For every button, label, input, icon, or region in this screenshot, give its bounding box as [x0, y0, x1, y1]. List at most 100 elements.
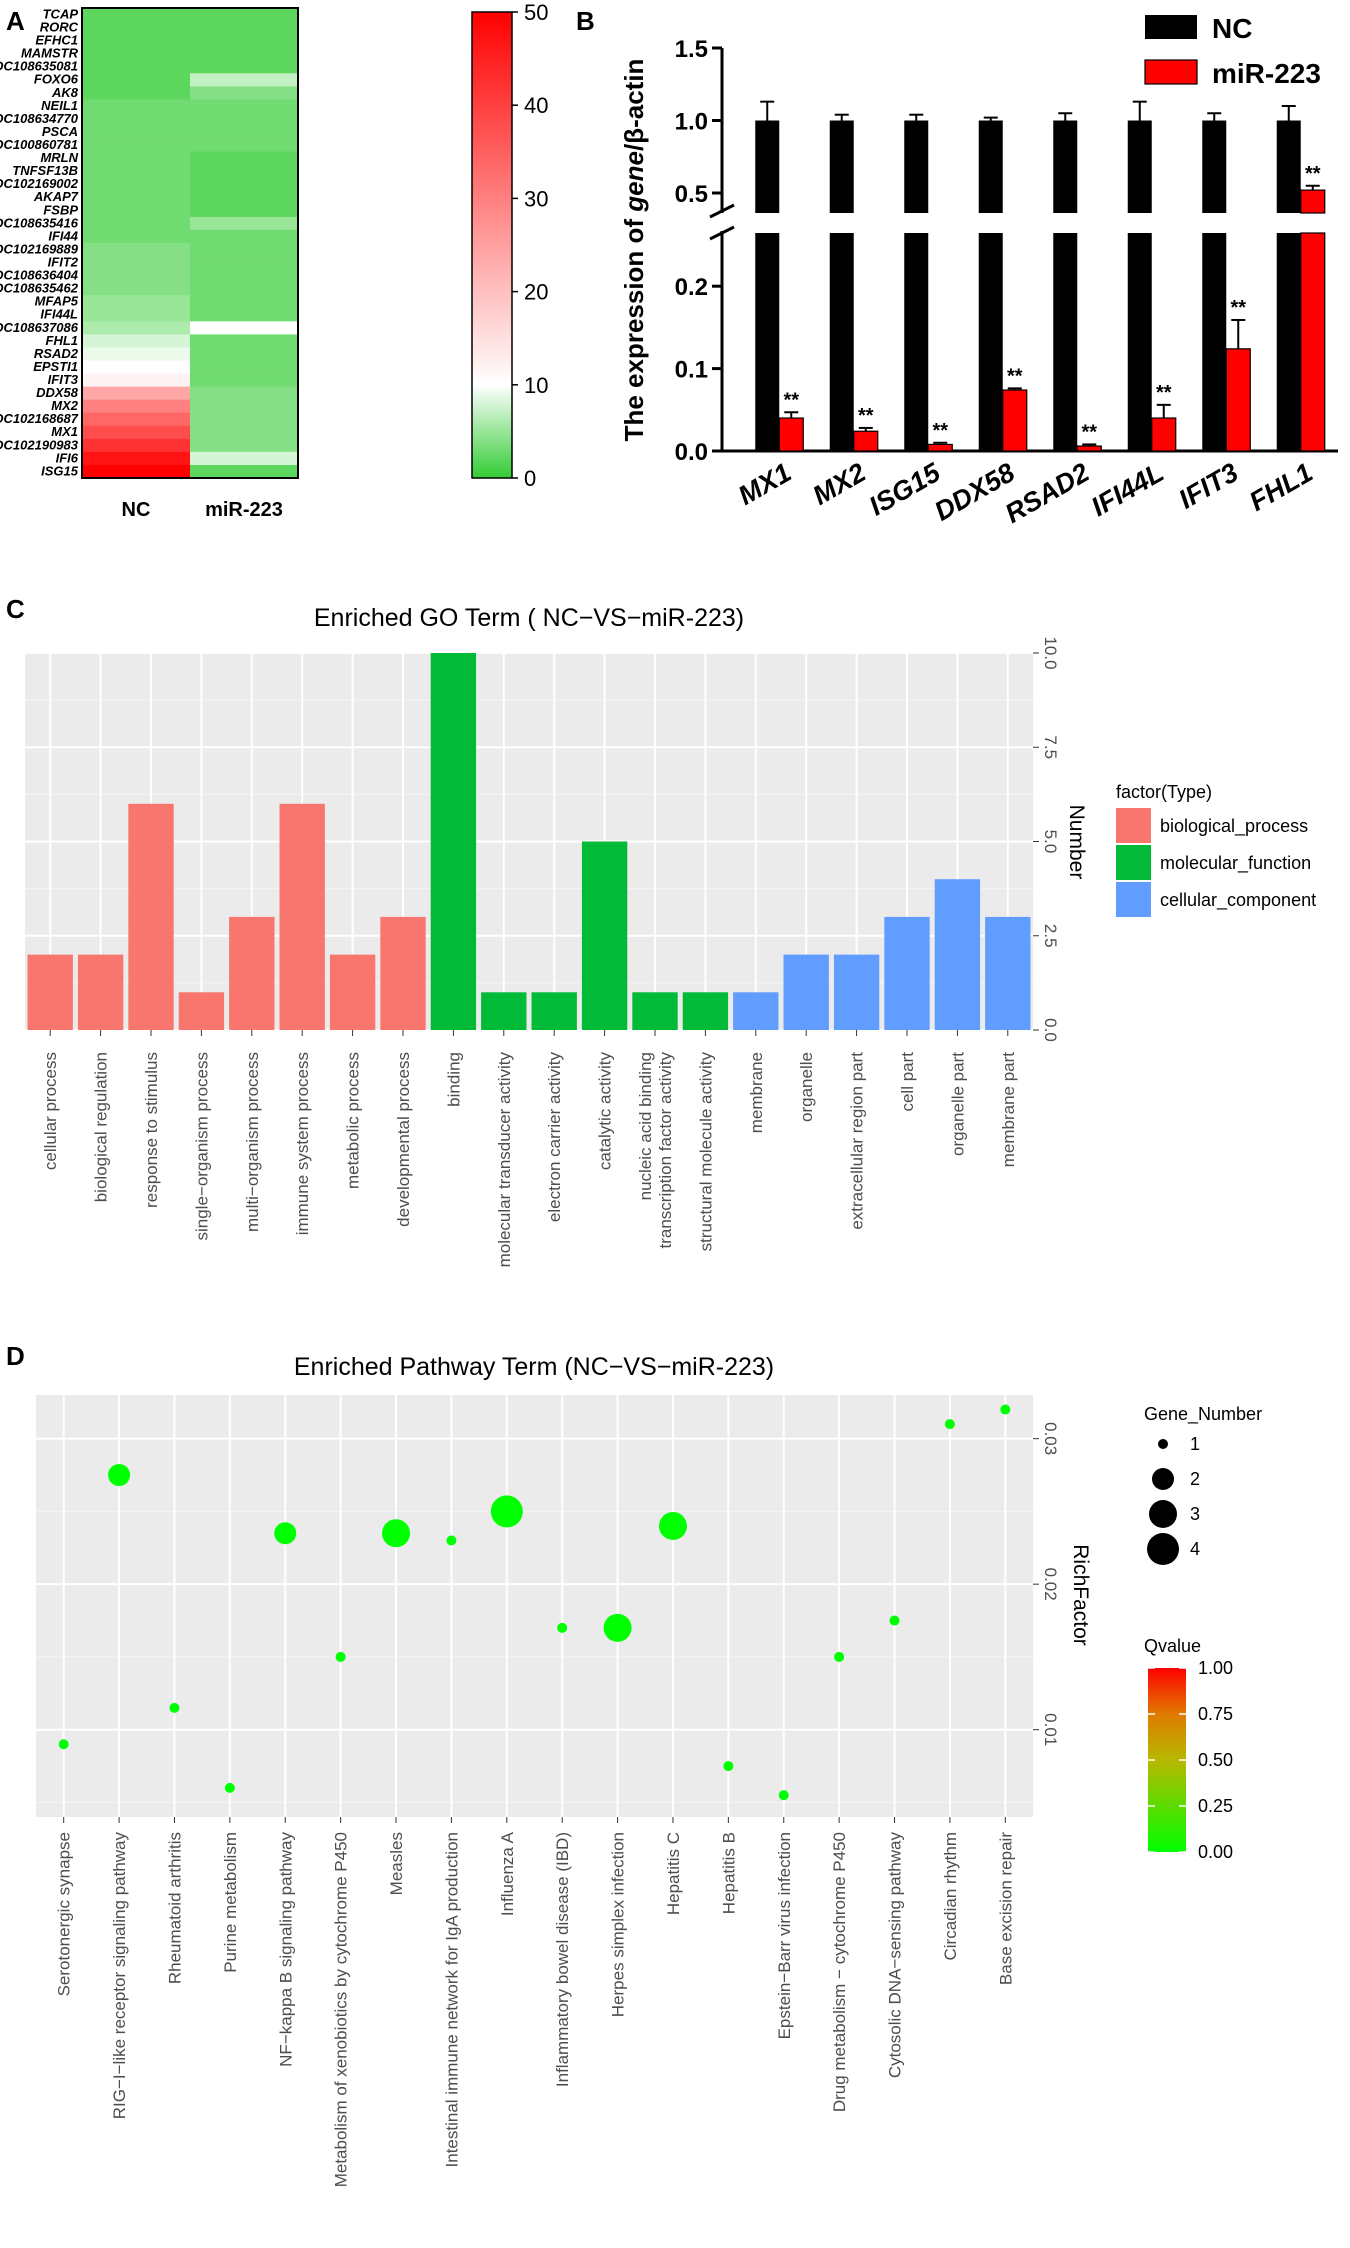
significance-label: **	[932, 420, 948, 442]
nc-bar-upper	[1053, 120, 1078, 213]
panel-letter-a: A	[6, 6, 25, 36]
heatmap-cell	[190, 229, 299, 244]
pathway-point	[382, 1519, 411, 1548]
pathway-point	[723, 1761, 734, 1772]
axis-break-mark	[709, 203, 735, 219]
x-category-label: metabolic process	[344, 1052, 363, 1189]
heatmap-cell	[82, 177, 191, 192]
go-bar	[934, 879, 981, 1030]
y-axis-title-gene: gene	[619, 151, 649, 213]
heatmap-row-label: LOC102169889	[0, 241, 79, 256]
x-category-label: response to stimulus	[142, 1052, 161, 1208]
nc-bar-lower	[904, 233, 929, 451]
x-category-label: Drug metabolism − cytochrome P450	[830, 1832, 849, 2112]
qvalue-tick-label: 0.25	[1198, 1796, 1233, 1816]
nc-bar-lower	[1127, 233, 1152, 451]
heatmap-row-label: LOC108635462	[0, 281, 79, 296]
heatmap-cell	[190, 60, 299, 74]
heatmap-cell	[82, 229, 191, 244]
x-category-label: immune system process	[293, 1052, 312, 1235]
heatmap-cell	[190, 190, 299, 205]
heatmap-row-label: EPSTI1	[33, 359, 78, 374]
nc-bar-upper	[1202, 120, 1227, 213]
mir-bar	[1002, 389, 1028, 452]
x-category-label: Cytosolic DNA−sensing pathway	[886, 1832, 905, 2079]
nc-bar-upper	[755, 120, 780, 213]
heatmap-row-label: RSAD2	[34, 346, 79, 361]
x-category-label: membrane	[747, 1052, 766, 1133]
nc-bar-lower	[829, 233, 854, 451]
y-tick-label: 0.1	[675, 357, 708, 384]
legend-label-mir: miR-223	[1212, 58, 1321, 89]
size-legend-label: 2	[1190, 1469, 1200, 1489]
legend-title: factor(Type)	[1116, 782, 1212, 802]
x-category-label: RSAD2	[1000, 457, 1094, 529]
heatmap-row-label: ISG15	[41, 463, 79, 478]
heatmap-cell	[190, 308, 299, 322]
axis-break-mark	[709, 225, 735, 241]
heatmap-cell	[190, 425, 299, 440]
x-category-label: Hepatitis C	[664, 1832, 683, 1915]
heatmap-row-label: IFI44L	[40, 307, 78, 322]
significance-label: **	[1007, 365, 1023, 387]
go-bar	[380, 916, 426, 1030]
y-tick-label: 0.0	[1041, 1018, 1060, 1042]
expression-bar-chart: 0.5 1.0 1.5 0.0 0.1 0.2 The expression of gene…	[619, 13, 1338, 529]
significance-label: **	[783, 389, 799, 411]
go-bar	[581, 841, 628, 1030]
heatmap-row-label: FOXO6	[34, 72, 79, 87]
pathway-point	[1000, 1404, 1011, 1415]
x-category-label: FHL1	[1244, 457, 1317, 517]
go-bar	[985, 916, 1031, 1030]
heatmap-row-label: MX1	[51, 424, 78, 439]
y-tick-label: 2.5	[1041, 924, 1060, 948]
x-category-label: cell part	[898, 1052, 917, 1112]
x-category-label: Hepatitis B	[719, 1832, 738, 1914]
mir-bar	[1076, 445, 1102, 452]
heatmap-cell	[190, 256, 299, 270]
nc-bar-lower	[978, 233, 1003, 451]
go-bar	[783, 954, 829, 1030]
heatmap-row-label: MX2	[51, 398, 79, 413]
go-bar	[833, 954, 880, 1030]
heatmap-cell	[190, 112, 299, 126]
mir-bar	[927, 443, 953, 452]
heatmap-cell	[82, 112, 191, 126]
x-category-label: Epstein−Barr virus infection	[775, 1832, 794, 2039]
heatmap-cell	[190, 8, 299, 22]
heatmap-cell	[190, 86, 299, 100]
heatmap-cell	[190, 373, 299, 388]
significance-label: **	[1156, 382, 1172, 404]
heatmap-cell	[82, 269, 191, 283]
y-tick-label: 0.01	[1041, 1713, 1060, 1746]
legend-label: molecular_function	[1160, 853, 1311, 874]
heatmap-row-label: LOC100860781	[0, 137, 78, 152]
legend-swatch	[1116, 882, 1151, 917]
mir-bar	[778, 417, 804, 452]
x-category-label: Serotonergic synapse	[55, 1832, 74, 1996]
heatmap-row-label: TNFSF13B	[12, 163, 78, 178]
heatmap-row-label: IFI44	[48, 228, 78, 243]
nc-bar-upper	[829, 120, 854, 213]
x-category-label: structural molecule activity	[696, 1052, 715, 1252]
color-legend-title: Qvalue	[1144, 1636, 1201, 1656]
heatmap-row-label: LOC102169002	[0, 176, 79, 191]
qvalue-tick-label: 1.00	[1198, 1658, 1233, 1678]
size-legend-label: 1	[1190, 1434, 1200, 1454]
heatmap-row-label: LOC108635416	[0, 215, 79, 230]
x-category-label: NF−kappa B signaling pathway	[276, 1832, 295, 2067]
heatmap-cell	[190, 269, 299, 283]
pathway-point	[274, 1522, 297, 1545]
heatmap-cell	[82, 360, 191, 375]
heatmap-row-label: FHL1	[46, 333, 79, 348]
mir-bar-upper	[1300, 189, 1326, 214]
panel-letter-c: C	[6, 594, 25, 624]
heatmap-panel: TCAPRORCEFHC1MAMSTRLOC108635081FOXO6AK8N…	[0, 0, 548, 521]
heatmap-cell	[82, 47, 191, 61]
x-category-label: organelle part	[948, 1052, 967, 1156]
heatmap-cell	[190, 177, 299, 192]
heatmap-cell	[82, 399, 191, 414]
colorbar-tick-label: 0	[524, 466, 536, 491]
heatmap-cell	[82, 334, 191, 348]
chart-title: Enriched GO Term ( NC−VS−miR-223)	[314, 604, 744, 632]
